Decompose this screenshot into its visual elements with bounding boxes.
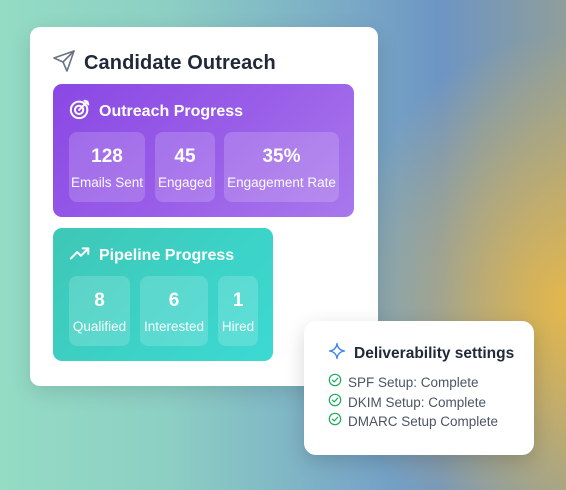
stat-value: 8 [94, 290, 105, 311]
check-circle-icon [328, 393, 348, 412]
sparkle-icon [328, 342, 354, 365]
list-item-dkim: DKIM Setup: Complete [328, 393, 498, 413]
stat-label: Emails Sent [70, 175, 144, 190]
stat-value: 6 [168, 290, 180, 311]
stat-emails-sent: 128 Emails Sent [69, 132, 145, 202]
stat-label: Qualified [72, 319, 127, 334]
candidate-outreach-card: Candidate Outreach Outreach Progress 128… [30, 27, 378, 386]
stat-qualified: 8 Qualified [69, 276, 130, 346]
list-item-spf: SPF Setup: Complete [328, 373, 498, 393]
outreach-progress-header: Outreach Progress [69, 98, 243, 125]
outreach-progress-panel: Outreach Progress 128 Emails Sent 45 Eng… [53, 84, 354, 217]
stat-value: 128 [91, 146, 123, 167]
check-label: SPF Setup: Complete [348, 375, 479, 391]
pipeline-progress-header: Pipeline Progress [69, 242, 234, 269]
check-label: DMARC Setup Complete [348, 414, 499, 430]
pipeline-progress-panel: Pipeline Progress 8 Qualified 6 Interest… [53, 228, 273, 361]
deliverability-settings-card: Deliverability settings SPF Setup: Compl… [304, 321, 534, 455]
outreach-progress-title: Outreach Progress [99, 102, 244, 120]
stat-value: 1 [232, 290, 244, 311]
send-icon [52, 49, 84, 78]
stat-label: Interested [143, 319, 205, 334]
card-header: Candidate Outreach [52, 49, 276, 78]
stat-engaged: 45 Engaged [155, 132, 215, 202]
trending-up-icon [69, 242, 99, 269]
target-icon [69, 98, 99, 125]
check-label: DKIM Setup: Complete [348, 394, 487, 410]
stat-value: 35% [262, 146, 301, 167]
stat-engagement-rate: 35% Engagement Rate [224, 132, 339, 202]
deliverability-header: Deliverability settings [328, 342, 514, 365]
stat-interested: 6 Interested [140, 276, 208, 346]
card-title: Candidate Outreach [84, 52, 276, 74]
check-circle-icon [328, 412, 348, 431]
list-item-dmarc: DMARC Setup Complete [328, 412, 498, 432]
stat-hired: 1 Hired [218, 276, 258, 346]
stat-label: Engagement Rate [227, 175, 336, 190]
deliverability-title: Deliverability settings [354, 344, 515, 362]
stat-label: Engaged [157, 175, 213, 190]
stat-label: Hired [221, 319, 255, 334]
deliverability-checklist: SPF Setup: Complete DKIM Setup: Complete… [328, 373, 498, 432]
pipeline-progress-title: Pipeline Progress [99, 246, 235, 264]
stat-value: 45 [174, 146, 196, 167]
check-circle-icon [328, 373, 348, 392]
